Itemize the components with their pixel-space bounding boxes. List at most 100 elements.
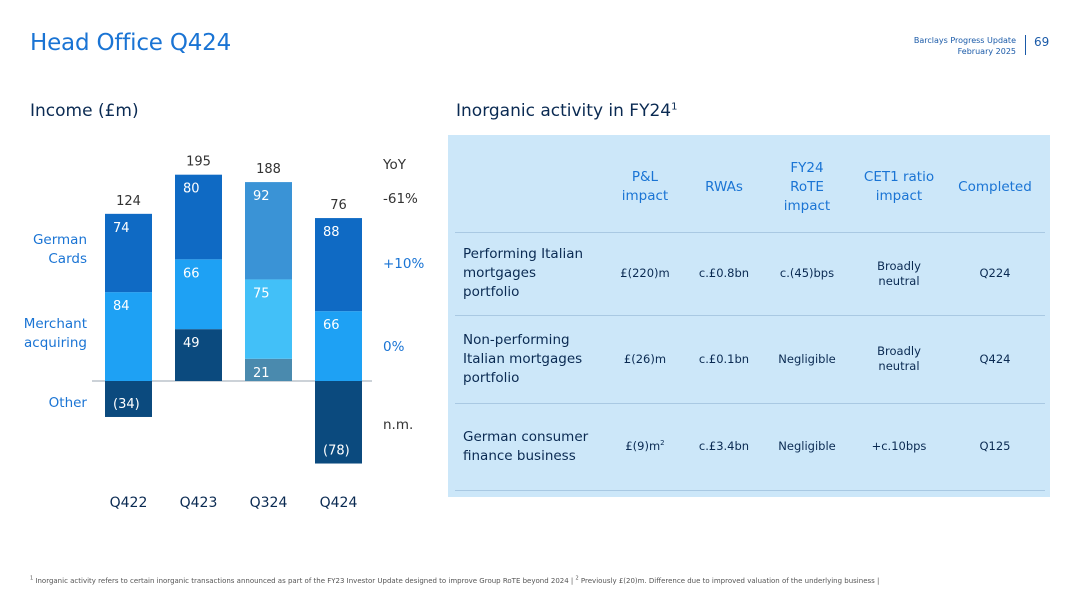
cell-rwas-value: c.£0.1bn [699, 352, 749, 367]
header-rwas: RWAs [684, 142, 764, 232]
cell-line: £(9)m2 [625, 439, 665, 453]
bar-other-q324 [245, 358, 292, 381]
cell-cet1-impact-value: Broadly neutral [877, 344, 921, 374]
cell-line: Q125 [979, 439, 1011, 453]
bar-label-other-q422: (34) [113, 397, 140, 412]
income-section-title: Income (£m) [30, 101, 139, 121]
inorganic-section-title: Inorganic activity in FY241 [456, 101, 677, 121]
footnote-text-1: Inorganic activity refers to certain ino… [33, 577, 576, 585]
total-label-q422: 124 [116, 194, 141, 209]
presentation-name: Barclays Progress Update [913, 36, 1016, 45]
cell-completed-value: Q224 [979, 266, 1010, 281]
row-label-line: German consumer [463, 428, 589, 445]
bar-label-merchant-acquiring-q324: 75 [253, 286, 270, 301]
bar-merchant-acquiring-q422 [105, 292, 152, 381]
row-label-line: Non-performing [463, 331, 570, 348]
cell-line: c.£0.8bn [698, 266, 750, 280]
header-pl-impact-line: P&L [631, 169, 659, 185]
header-cet1-impact-line: impact [875, 188, 923, 204]
bar-german-cards-q423 [175, 174, 222, 260]
yoy-header: YoY [382, 157, 407, 173]
cell-footnote-ref: 2 [660, 439, 665, 448]
row-label-line: finance business [463, 447, 576, 464]
cell-line: Negligible [778, 439, 836, 453]
header-divider [1025, 35, 1026, 55]
cell-cet1-impact-value: Broadly neutral [877, 259, 921, 289]
inorganic-title-text: Inorganic activity in FY24 [456, 101, 672, 121]
cell-line: c.£0.1bn [698, 351, 750, 366]
page-title: Head Office Q424 [30, 30, 232, 56]
x-tick-q422: Q422 [110, 495, 148, 511]
row-divider [455, 232, 1045, 233]
cell-line: Broadly [877, 344, 921, 358]
row-label-line: portfolio [463, 284, 520, 300]
x-tick-q423: Q423 [180, 495, 218, 511]
legend-label-merchant-acquiring: acquiring [24, 335, 87, 351]
cell-cet1-impact: Broadly neutral [844, 315, 954, 403]
total-label-q424: 76 [330, 198, 347, 213]
cell-pl-impact-value: £(220)m [620, 266, 669, 281]
page-number: 69 [1034, 35, 1050, 49]
total-label-q324: 188 [256, 162, 281, 177]
cell-line: c.£3.4bn [698, 439, 750, 453]
cell-pl-impact: £(26)m [594, 315, 696, 403]
bar-merchant-acquiring-q324 [245, 279, 292, 359]
cell-pl-impact: £(220)m [594, 232, 696, 315]
yoy-total: -61% [383, 191, 418, 207]
header-completed: Completed [940, 142, 1050, 232]
cell-line: £(26)m [623, 351, 667, 366]
cell-pl-impact-value: £(9)m2 [625, 439, 664, 454]
cell-rote-impact-value: Negligible [778, 352, 835, 367]
bar-label-merchant-acquiring-q422: 84 [113, 299, 130, 314]
header-cet1-impact-text: CET1 ratio impact [864, 168, 934, 206]
cell-rote-impact: Negligible [757, 403, 857, 490]
cell-rwas: c.£3.4bn [684, 403, 764, 490]
cell-rote-impact-value: Negligible [778, 439, 835, 454]
row-divider [455, 403, 1045, 404]
cell-line: £(220)m [620, 266, 670, 280]
cell-line: Q424 [979, 351, 1011, 366]
inorganic-title-footnote-ref: 1 [671, 101, 678, 113]
row-label-line: Italian mortgages [463, 350, 583, 367]
cell-rwas: c.£0.1bn [684, 315, 764, 403]
row-label-line: Performing Italian [463, 246, 584, 262]
bar-other-q422 [105, 381, 152, 417]
header-cet1-impact: CET1 ratio impact [844, 142, 954, 232]
header-cet1-impact-line: CET1 ratio [863, 169, 935, 185]
cell-rote-impact-value: c.(45)bps [780, 266, 834, 281]
bar-label-other-q423: 49 [183, 336, 200, 351]
cell-pl-impact: £(9)m2 [594, 403, 696, 490]
legend-label-other: Other [49, 395, 88, 411]
cell-completed: Q224 [940, 232, 1050, 315]
cell-rwas-value: c.£3.4bn [699, 439, 749, 454]
header-meta: Barclays Progress Update February 2025 [914, 35, 1016, 57]
bar-other-q423 [175, 329, 222, 381]
cell-cet1-impact: +c.10bps [844, 403, 954, 490]
cell-line: +c.10bps [871, 439, 927, 453]
bar-label-german-cards-q424: 88 [323, 225, 340, 240]
bar-merchant-acquiring-q423 [175, 259, 222, 330]
footnote-ref-1: 1 [30, 575, 34, 582]
footnote-ref-2: 2 [575, 575, 579, 582]
row-label-line: mortgages [463, 265, 537, 281]
x-tick-q424: Q424 [320, 495, 358, 511]
header-completed-text: Completed [958, 178, 1032, 197]
legend-label-german-cards: Cards [48, 251, 87, 267]
footnote: 1 Inorganic activity refers to certain i… [30, 575, 879, 585]
bar-label-german-cards-q324: 92 [253, 189, 270, 204]
header-rote-impact-line: RoTE [790, 178, 824, 195]
bar-german-cards-q324 [245, 182, 292, 280]
inorganic-table-panel [448, 135, 1050, 497]
cell-line: neutral [878, 359, 920, 373]
cell-rwas: c.£0.8bn [684, 232, 764, 315]
row-label: Non-performing Italian mortgages portfolio [463, 331, 613, 388]
header-rote-impact-line: impact [783, 197, 831, 214]
cell-rote-impact: Negligible [757, 315, 857, 403]
header-rwas-text: RWAs [705, 178, 743, 197]
bar-label-other-q424: (78) [323, 444, 350, 459]
cell-line: Negligible [778, 351, 836, 366]
cell-rote-impact: c.(45)bps [757, 232, 857, 315]
row-divider [455, 490, 1045, 491]
cell-cet1-impact: Broadly neutral [844, 232, 954, 315]
row-label: Performing Italian mortgages portfolio [463, 245, 613, 302]
